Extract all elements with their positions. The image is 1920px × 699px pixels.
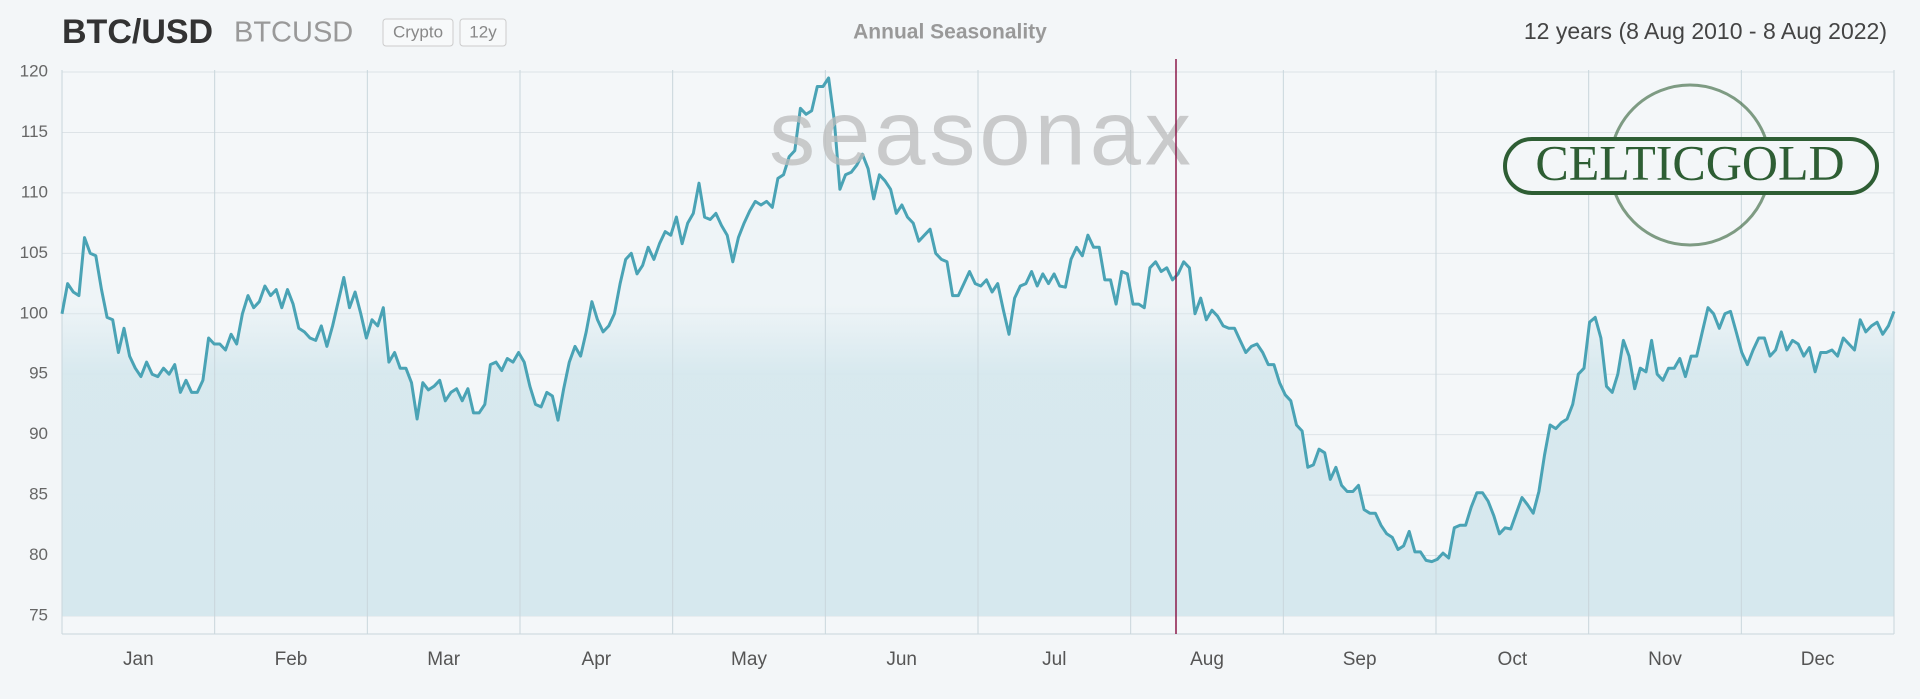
y-tick-label: 80 [29, 545, 48, 564]
y-tick-label: 105 [20, 243, 48, 262]
badge [459, 18, 507, 47]
x-tick-label: Sep [1343, 649, 1377, 670]
y-tick-label: 120 [20, 61, 48, 80]
x-tick-label: Nov [1648, 649, 1682, 670]
y-tick-label: 75 [29, 605, 48, 624]
x-tick-label: Aug [1190, 649, 1224, 670]
ticker: BTCUSD [234, 17, 353, 49]
y-tick-label: 95 [29, 364, 48, 383]
center-title: Annual Seasonality [853, 21, 1047, 44]
badge-text: Crypto [393, 22, 443, 41]
x-tick-label: Oct [1498, 649, 1528, 670]
x-tick-label: Jun [886, 649, 917, 670]
x-tick-label: May [731, 649, 767, 670]
symbol: BTC/USD [62, 13, 213, 51]
x-tick-label: Apr [582, 649, 612, 670]
y-tick-label: 115 [21, 122, 48, 141]
x-tick-label: Feb [275, 649, 308, 670]
logo: CELTICGOLD [1503, 83, 1879, 247]
x-tick-label: Dec [1801, 649, 1835, 670]
y-tick-label: 90 [29, 424, 48, 443]
x-tick-label: Jan [123, 649, 154, 670]
y-tick-label: 110 [21, 182, 48, 201]
watermark: seasonax [769, 82, 1195, 184]
x-tick-label: Jul [1042, 649, 1066, 670]
y-tick-label: 100 [20, 303, 48, 322]
badge [382, 18, 454, 47]
y-tick-label: 85 [29, 485, 48, 504]
line [60, 76, 1896, 564]
x-tick-label: Mar [427, 649, 460, 670]
logo-text: CELTICGOLD [1535, 134, 1844, 190]
date-range: 12 years (8 Aug 2010 - 8 Aug 2022) [1524, 18, 1887, 44]
plot: 75 80 85 90 95 100 105 110 115 120 Jan Feb Mar Apr May… [20, 61, 1896, 670]
badge-text: 12y [469, 22, 497, 41]
